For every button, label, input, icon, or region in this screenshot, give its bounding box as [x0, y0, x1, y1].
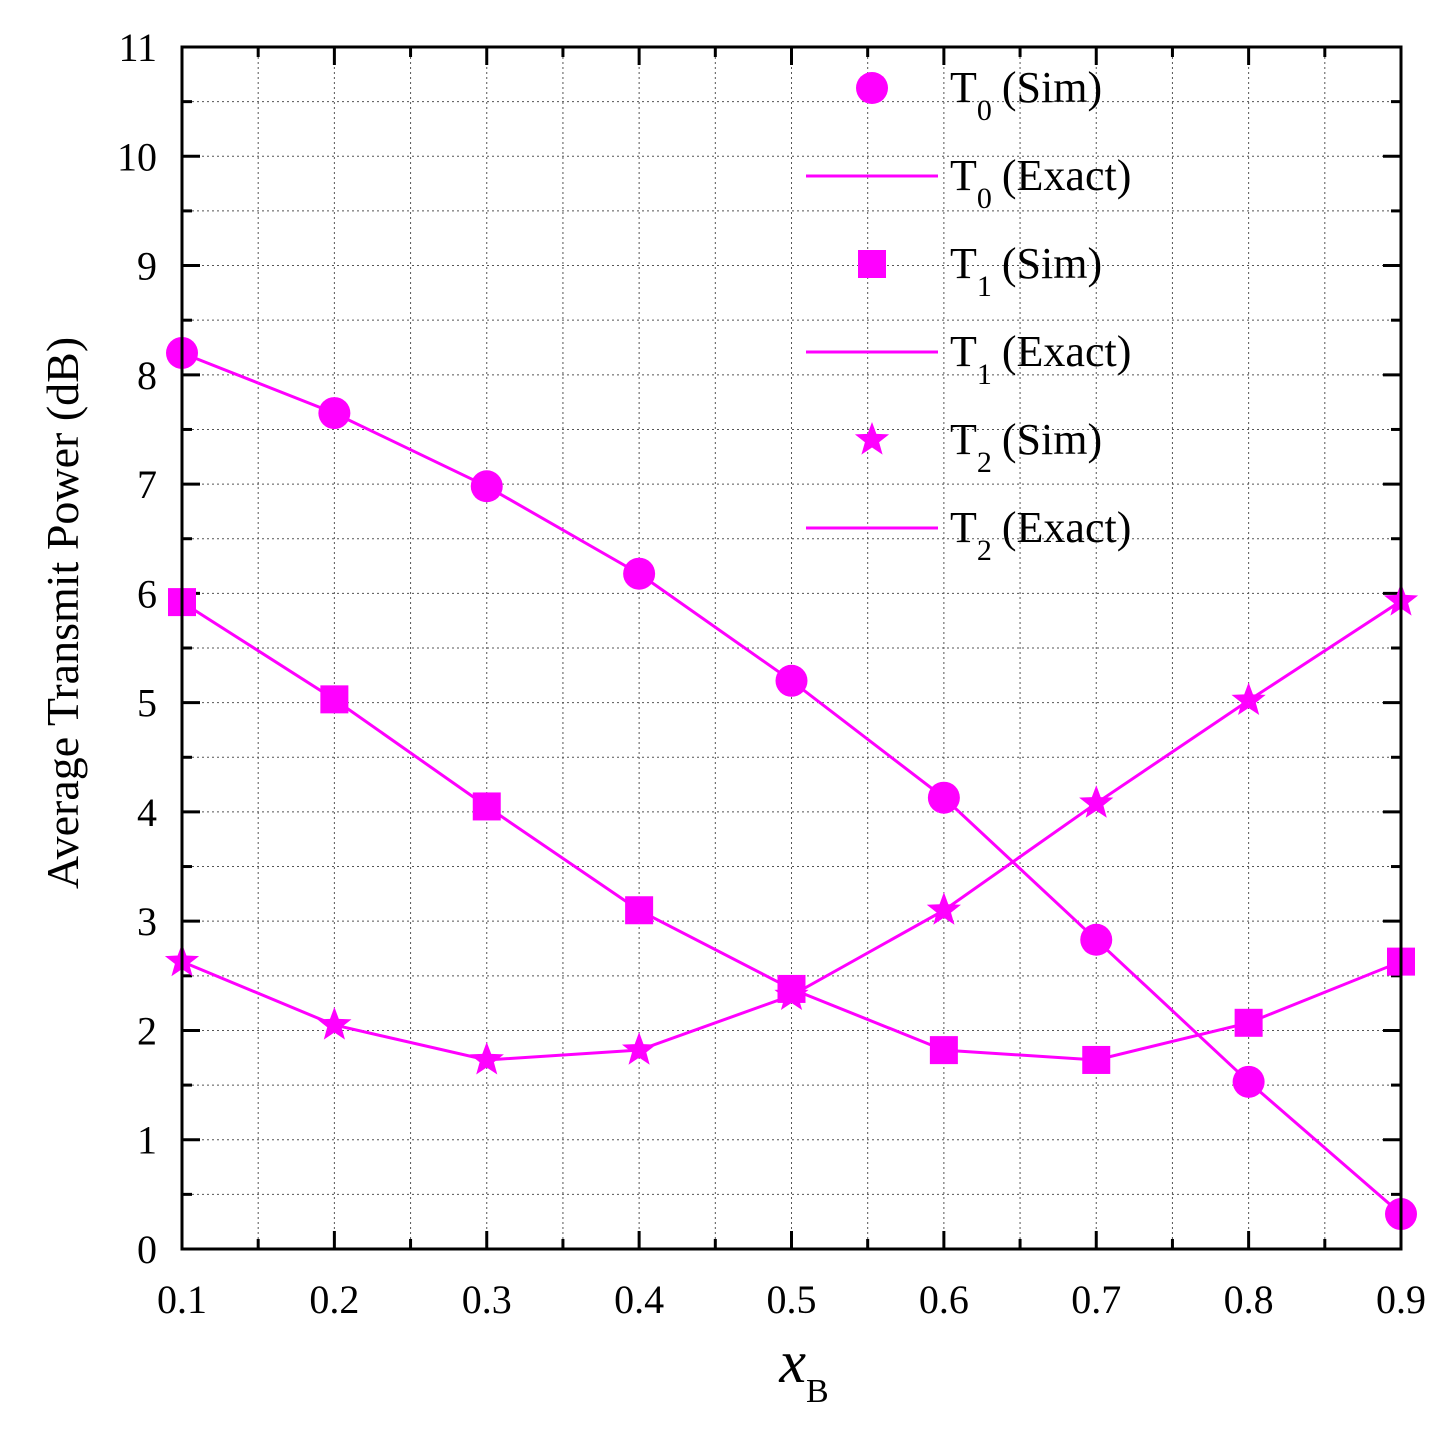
- data-point-t1: [320, 685, 349, 714]
- legend-label: T0 (Sim): [950, 63, 1102, 127]
- legend-marker-circle: [856, 72, 888, 104]
- legend-item: T2 (Sim): [854, 415, 1102, 479]
- data-point-t2: [1079, 785, 1114, 818]
- y-tick-label: 5: [137, 681, 157, 726]
- x-tick-label: 0.4: [614, 1277, 664, 1322]
- y-axis-label: Average Transmit Power (dB): [37, 337, 88, 889]
- data-point-t1: [1082, 1045, 1111, 1074]
- y-tick-label: 1: [137, 1118, 157, 1163]
- legend-label-suffix: (Sim): [1002, 63, 1102, 112]
- data-point-t0: [775, 664, 808, 697]
- legend-label-base: T: [950, 151, 977, 200]
- legend-label-suffix: (Exact): [1002, 503, 1131, 552]
- data-point-t1: [1234, 1008, 1263, 1037]
- data-point-t2: [926, 892, 961, 925]
- y-tick-label: 6: [137, 571, 157, 616]
- legend-label: T1 (Exact): [950, 327, 1131, 391]
- y-tick-label: 0: [137, 1227, 157, 1272]
- legend-label-suffix: (Exact): [1002, 327, 1131, 376]
- legend-label-sub: 2: [977, 534, 992, 567]
- legend-label-sub: 0: [977, 182, 992, 215]
- legend-marker-square: [858, 250, 886, 278]
- legend-label: T2 (Sim): [950, 415, 1102, 479]
- legend-label-suffix: (Exact): [1002, 151, 1131, 200]
- plot-frame: [180, 45, 1403, 1251]
- x-tick-label: 0.2: [309, 1277, 359, 1322]
- data-point-t0: [623, 557, 656, 590]
- data-point-t0: [927, 781, 960, 814]
- data-point-t2: [469, 1042, 504, 1075]
- x-axis-label-main: x: [778, 1329, 806, 1395]
- data-point-t0: [1232, 1065, 1265, 1098]
- data-point-t0: [318, 397, 351, 430]
- legend-label-suffix: (Sim): [1002, 239, 1102, 288]
- x-tick-label: 0.3: [462, 1277, 512, 1322]
- legend-label-base: T: [950, 327, 977, 376]
- legend-item: T1 (Sim): [858, 239, 1102, 303]
- legend-label-sub: 0: [977, 94, 992, 127]
- y-tick-label: 7: [137, 462, 157, 507]
- data-point-t2: [1231, 682, 1266, 715]
- legend-label-base: T: [950, 63, 977, 112]
- legend-marker-star: [854, 422, 890, 455]
- data-point-t1: [625, 896, 654, 925]
- legend-label: T2 (Exact): [950, 503, 1131, 567]
- y-tick-label: 8: [137, 353, 157, 398]
- y-tick-label: 9: [137, 244, 157, 289]
- grid: [182, 47, 1401, 1249]
- x-axis-label: xB: [778, 1329, 828, 1410]
- y-tick-label: 11: [118, 25, 157, 70]
- legend-item: T0 (Exact): [806, 151, 1131, 215]
- legend-item: T2 (Exact): [806, 503, 1131, 567]
- legend-item: T1 (Exact): [806, 327, 1131, 391]
- legend-label: T1 (Sim): [950, 239, 1102, 303]
- y-tick-label: 4: [137, 790, 157, 835]
- data-point-t1: [472, 792, 501, 821]
- legend-item: T0 (Sim): [856, 63, 1102, 127]
- x-tick-labels: 0.1 0.2 0.3 0.4 0.5 0.6 0.7 0.8 0.9: [157, 1277, 1426, 1322]
- x-tick-label: 0.1: [157, 1277, 207, 1322]
- legend-label-base: T: [950, 239, 977, 288]
- y-tick-label: 10: [117, 134, 157, 179]
- legend-label: T0 (Exact): [950, 151, 1131, 215]
- legend: T0 (Sim)T0 (Exact)T1 (Sim)T1 (Exact)T2 (Sim)T…: [806, 63, 1131, 567]
- data-point-t0: [1080, 923, 1113, 956]
- legend-label-sub: 1: [977, 270, 992, 303]
- x-tick-label: 0.9: [1376, 1277, 1426, 1322]
- data-point-t1: [929, 1036, 958, 1065]
- legend-label-base: T: [950, 503, 977, 552]
- x-tick-label: 0.7: [1071, 1277, 1121, 1322]
- legend-label-base: T: [950, 415, 977, 464]
- x-tick-label: 0.8: [1224, 1277, 1274, 1322]
- legend-label-suffix: (Sim): [1002, 415, 1102, 464]
- x-tick-label: 0.6: [919, 1277, 969, 1322]
- data-point-t0: [470, 470, 503, 503]
- y-tick-label: 3: [137, 899, 157, 944]
- y-tick-label: 2: [137, 1008, 157, 1053]
- x-axis-label-sub: B: [806, 1373, 829, 1410]
- y-tick-labels: 0 1 2 3 4 5 6 7 8 9 10 11: [117, 25, 157, 1272]
- legend-label-sub: 2: [977, 446, 992, 479]
- x-tick-label: 0.5: [767, 1277, 817, 1322]
- data-point-t2: [774, 977, 809, 1010]
- data-point-t2: [317, 1007, 352, 1040]
- legend-label-sub: 1: [977, 358, 992, 391]
- data-point-t2: [622, 1032, 657, 1065]
